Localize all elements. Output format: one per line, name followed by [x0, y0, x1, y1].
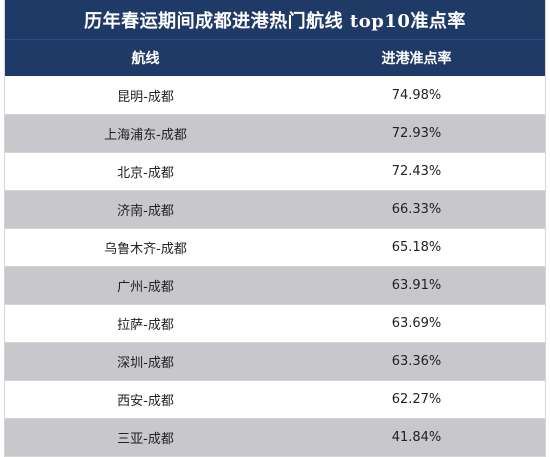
route-cell: 深圳-成都 [117, 356, 174, 371]
table-row: 三亚-成都 41.84% [4, 419, 546, 457]
rate-cell: 74.98% [391, 88, 442, 103]
rate-cell: 62.27% [391, 392, 442, 407]
rate-cell: 63.91% [391, 278, 442, 293]
rate-cell: 66.33% [391, 202, 442, 217]
rate-cell: 41.84% [391, 430, 442, 445]
table-row: 上海浦东-成都 72.93% [4, 115, 546, 153]
table-row: 昆明-成都 74.98% [4, 77, 546, 115]
table-header-row: 航线 进港准点率 [4, 40, 546, 76]
table-body: 昆明-成都 74.98% 上海浦东-成都 72.93% 北京-成都 72.43%… [4, 77, 546, 457]
rate-cell: 72.43% [391, 164, 442, 179]
table-row: 拉萨-成都 63.69% [4, 305, 546, 343]
table-row: 西安-成都 62.27% [4, 381, 546, 419]
table-title: 历年春运期间成都进港热门航线 top10准点率 [4, 0, 546, 40]
header-route: 航线 [131, 51, 160, 67]
route-cell: 济南-成都 [117, 204, 174, 219]
table-row: 北京-成都 72.43% [4, 153, 546, 191]
route-cell: 北京-成都 [117, 166, 174, 181]
route-cell: 昆明-成都 [117, 90, 174, 105]
rate-cell: 63.36% [391, 354, 442, 369]
rate-cell: 72.93% [391, 126, 442, 141]
rate-cell: 63.69% [391, 316, 442, 331]
rate-cell: 65.18% [391, 240, 442, 255]
table-row: 深圳-成都 63.36% [4, 343, 546, 381]
route-cell: 西安-成都 [117, 394, 174, 409]
route-cell: 三亚-成都 [117, 432, 174, 447]
route-cell: 广州-成都 [117, 280, 174, 295]
route-cell: 乌鲁木齐-成都 [104, 242, 187, 257]
route-cell: 拉萨-成都 [117, 318, 174, 333]
route-cell: 上海浦东-成都 [104, 128, 187, 143]
table-row: 广州-成都 63.91% [4, 267, 546, 305]
header-rate: 进港准点率 [381, 51, 452, 67]
table-row: 济南-成都 66.33% [4, 191, 546, 229]
table-row: 乌鲁木齐-成都 65.18% [4, 229, 546, 267]
